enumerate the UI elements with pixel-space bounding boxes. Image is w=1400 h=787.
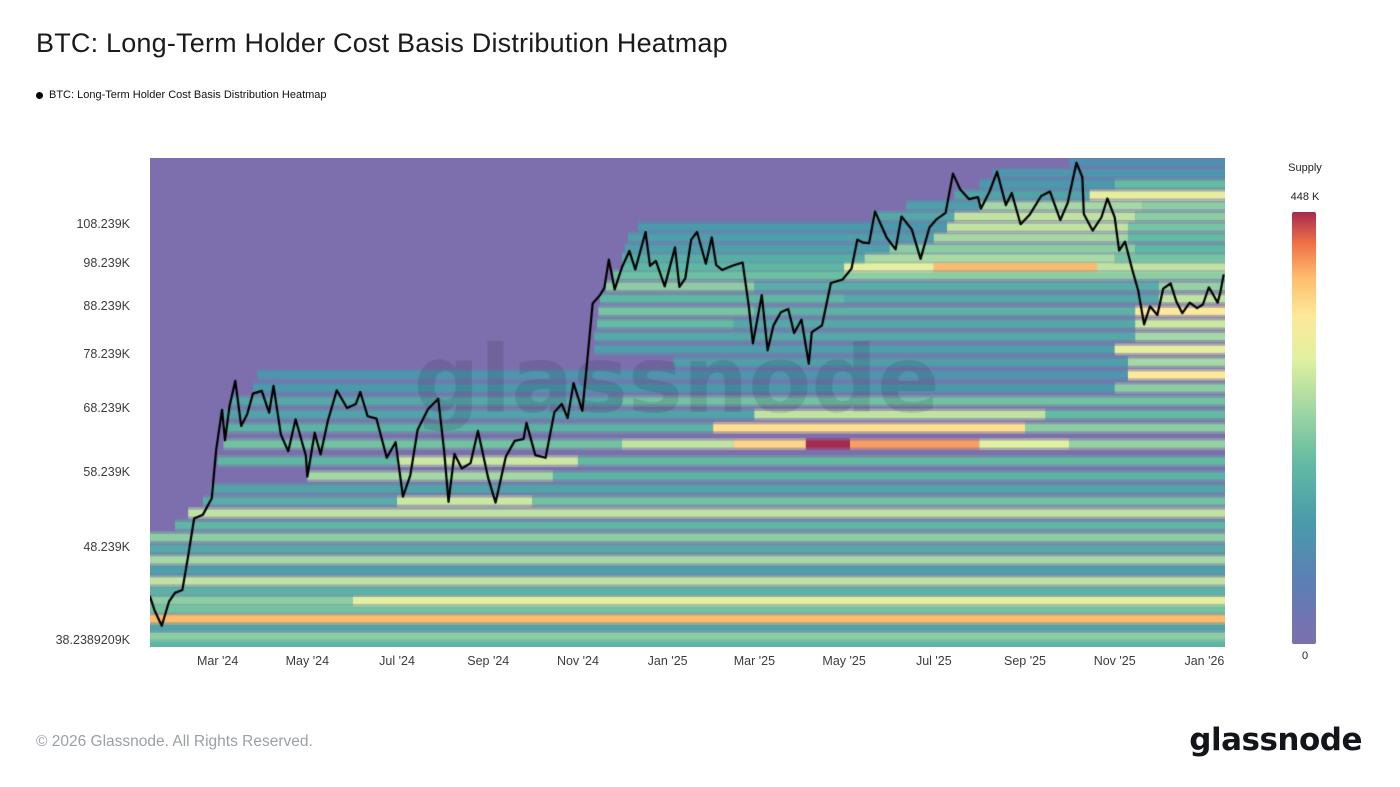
x-axis: Mar '24 May '24 Jul '24 Sep '24 Nov '24 Jan '…	[150, 654, 1225, 674]
x-axis-tick-label: Jan '25	[647, 654, 688, 668]
x-axis-tick-label: Jul '24	[379, 654, 415, 668]
heatmap-plot[interactable]	[150, 158, 1225, 647]
y-axis-tick-label: 38.2389209K	[55, 632, 130, 647]
x-axis-tick-label: Mar '24	[196, 654, 239, 668]
legend-label: BTC: Long-Term Holder Cost Basis Distrib…	[49, 89, 327, 101]
copyright-text: © 2026 Glassnode. All Rights Reserved.	[36, 733, 313, 750]
x-axis-tick-label: Jan '26	[1184, 654, 1225, 668]
y-axis-tick-label: 98.239K	[83, 255, 130, 270]
x-axis-tick-label: Sep '25	[1003, 654, 1047, 668]
x-axis-tick-label: Sep '24	[467, 654, 510, 668]
y-axis-tick-label: 48.239K	[83, 539, 130, 554]
colorbar-max-label: 448 K	[1290, 191, 1320, 203]
glassnode-logo: glassnode	[1189, 722, 1362, 758]
x-axis-tick-label: May '25	[822, 654, 866, 668]
x-axis-tick-label: Nov '24	[556, 654, 599, 668]
x-axis-tick-label: Mar '25	[733, 654, 776, 668]
colorbar-title: Supply	[1288, 162, 1322, 174]
y-axis: 108.239K 98.239K 88.239K 78.239K 68.239K 58.2…	[0, 158, 136, 647]
colorbar-min-label: 0	[1301, 650, 1309, 662]
y-axis-tick-label: 88.239K	[83, 298, 130, 313]
legend-marker-icon	[36, 91, 43, 99]
x-axis-tick-label: Nov '25	[1093, 654, 1136, 668]
colorbar-gradient	[1292, 212, 1316, 644]
page-title: BTC: Long-Term Holder Cost Basis Distrib…	[36, 28, 728, 58]
y-axis-tick-label: 58.239K	[83, 464, 130, 479]
x-axis-tick-label: Jul '25	[915, 654, 952, 668]
x-axis-tick-label: May '24	[285, 654, 330, 668]
y-axis-tick-label: 108.239K	[76, 217, 130, 232]
y-axis-tick-label: 78.239K	[83, 346, 130, 361]
y-axis-tick-label: 68.239K	[83, 401, 130, 416]
legend-item[interactable]: BTC: Long-Term Holder Cost Basis Distrib…	[36, 89, 327, 101]
heatmap-canvas[interactable]	[150, 158, 1225, 647]
